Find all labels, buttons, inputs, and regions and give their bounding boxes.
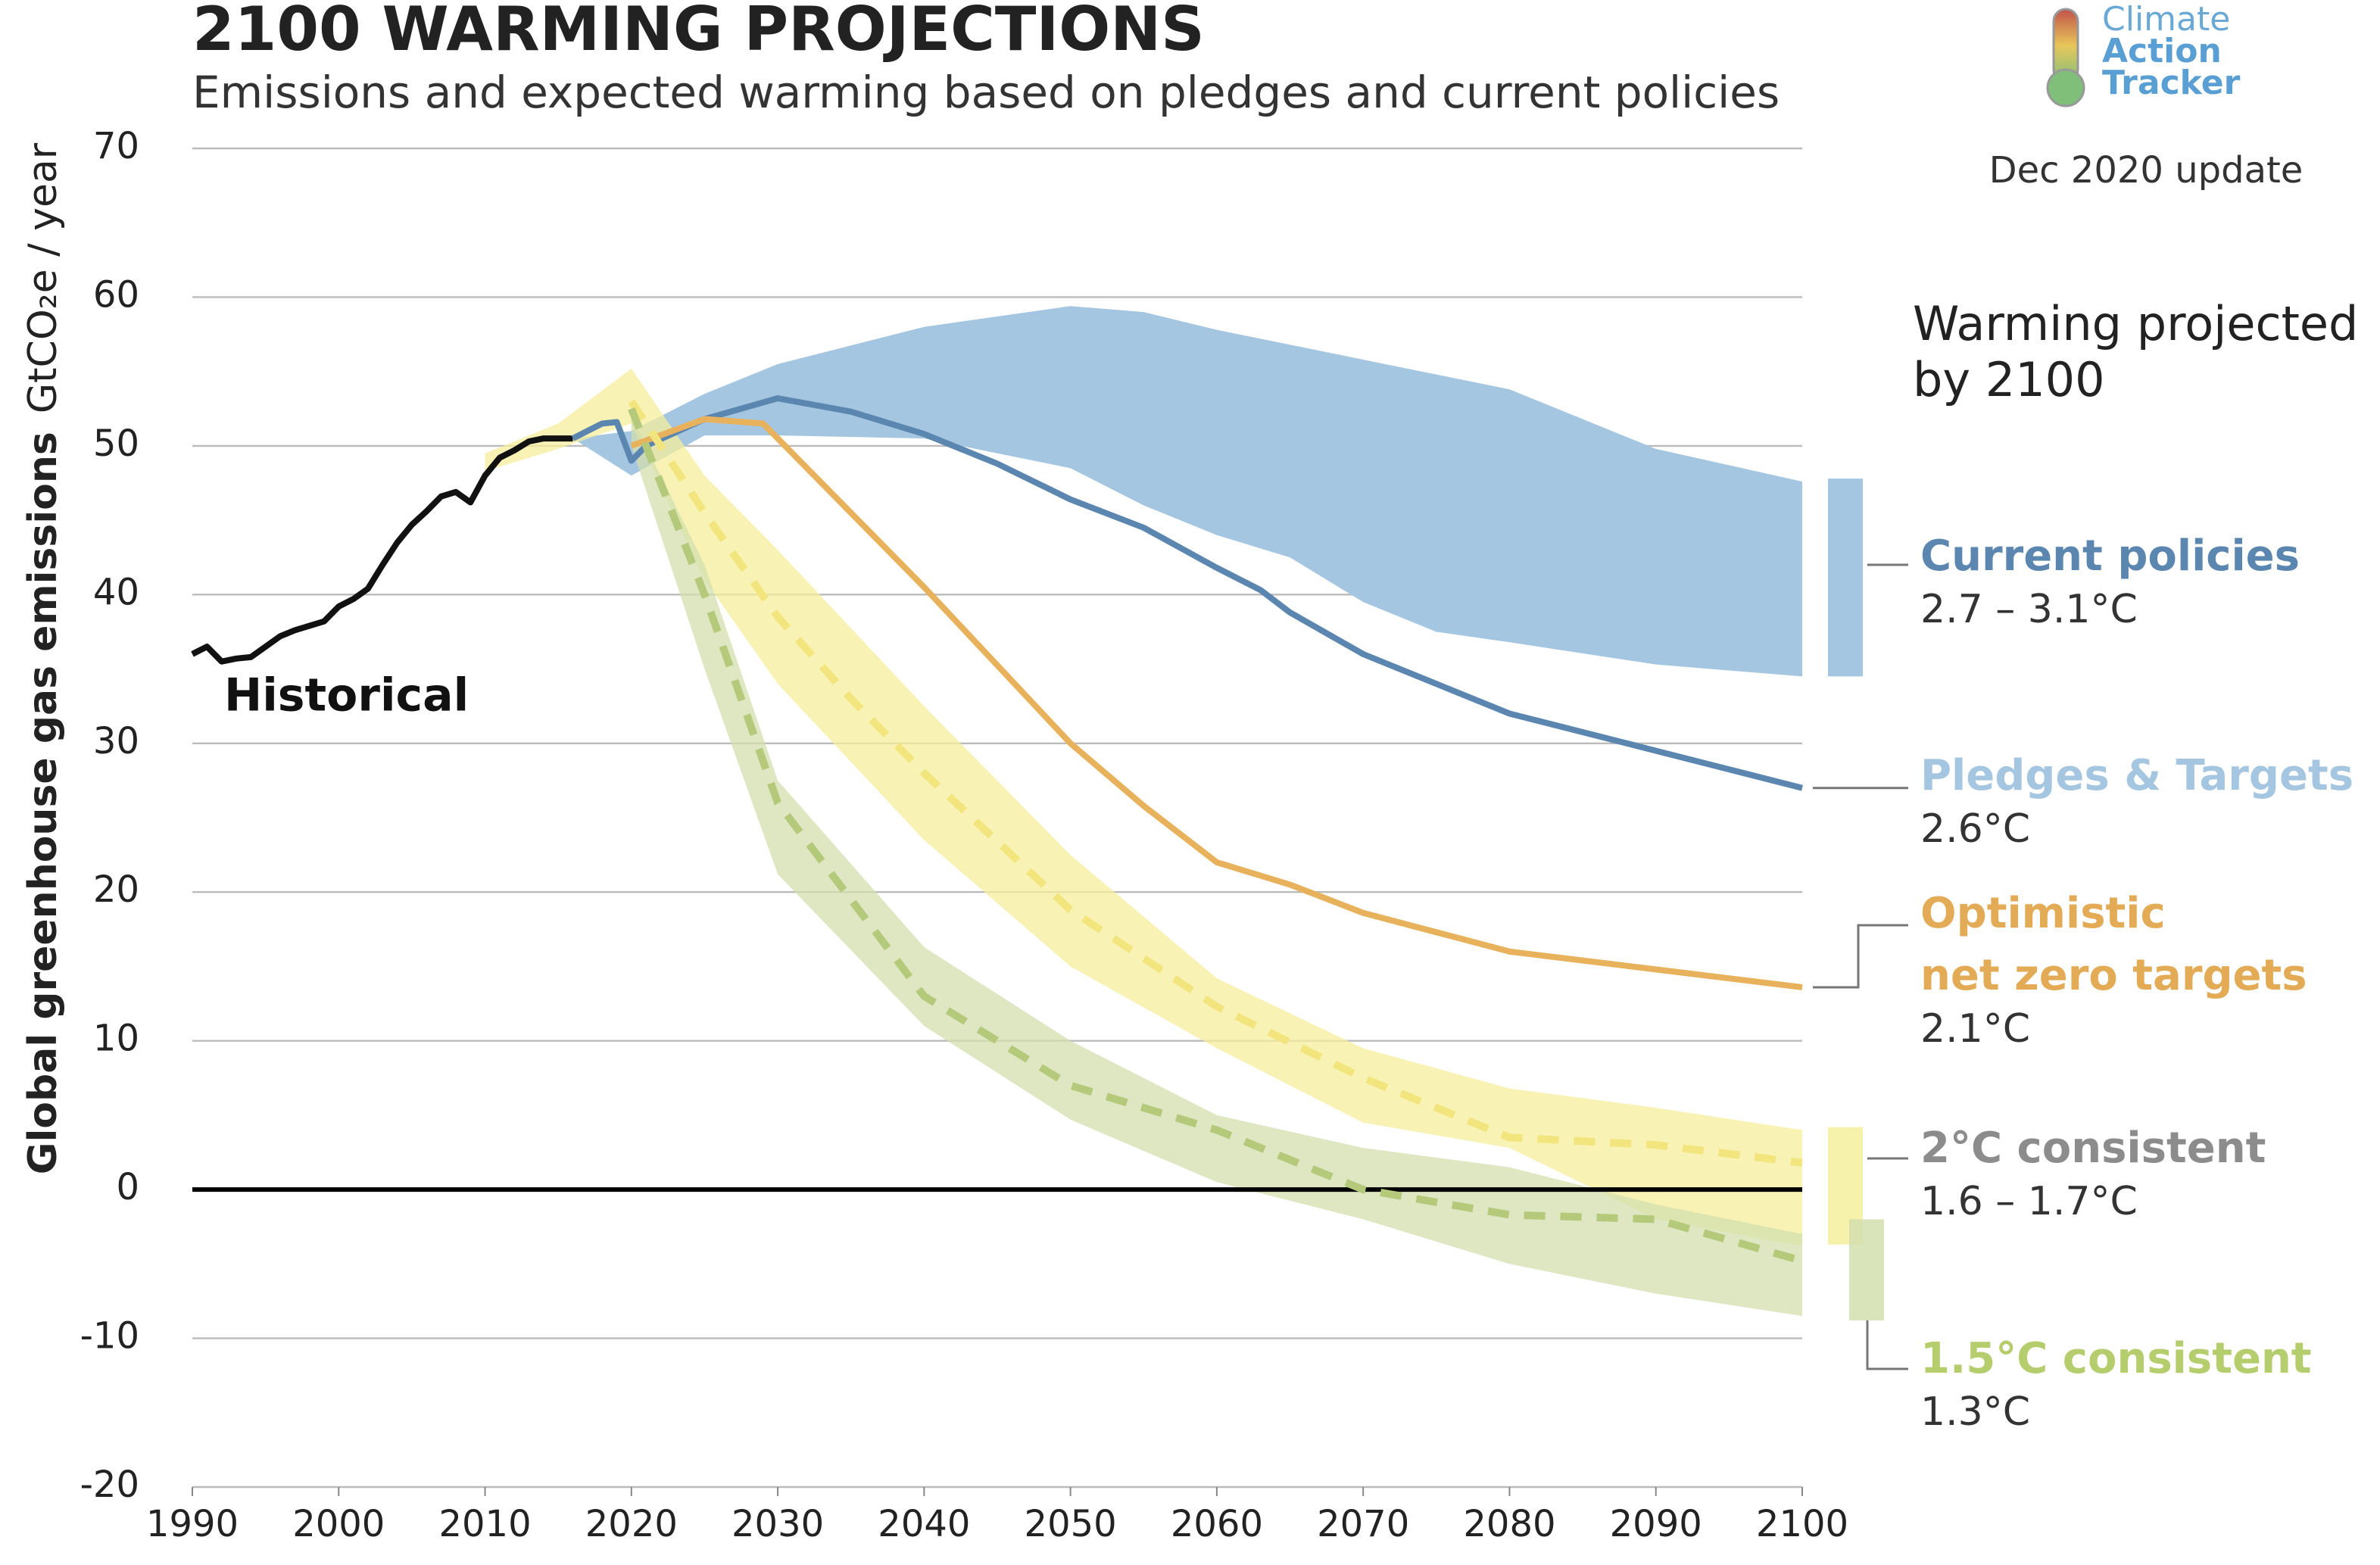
line (630, 416, 1803, 990)
chart-subtitle: Emissions and expected warming based on … (192, 67, 1780, 118)
y-axis-unit: GtCO₂e / year (20, 142, 66, 413)
x-tick-label: 2100 (1756, 1503, 1848, 1545)
y-tick-label: 30 (93, 720, 139, 762)
x-tick-label: 1990 (146, 1503, 239, 1545)
y-tick-label: 10 (93, 1018, 139, 1060)
y-tick-label: 70 (93, 125, 139, 167)
legend-label: Current policies (1920, 532, 2300, 581)
series-label: Historical (224, 669, 469, 722)
y-tick-label: 50 (93, 422, 139, 465)
y-tick-label: 0 (116, 1166, 139, 1208)
logo: Climate Action Tracker (2046, 0, 2241, 108)
y-tick-label: 20 (93, 868, 139, 911)
legend-label: 1.5°C consistent (1920, 1334, 2312, 1383)
bands (485, 306, 1803, 1317)
legend-title: Warming projected by 2100 (1913, 296, 2358, 407)
legend-warming: 1.3°C (1920, 1389, 2030, 1435)
y-tick-label: 60 (93, 273, 139, 316)
line (628, 399, 1803, 1167)
legend-label: Pledges & Targets (1920, 751, 2353, 800)
legend-label: Optimistic net zero targets (1920, 889, 2307, 1000)
band (572, 306, 1803, 677)
legend-warming: 1.6 – 1.7°C (1920, 1179, 2138, 1224)
line (191, 435, 573, 665)
x-tick-label: 2050 (1025, 1503, 1117, 1545)
line (628, 407, 1804, 1265)
legend-connector (1813, 924, 1908, 989)
x-tick-label: 2000 (292, 1503, 385, 1545)
legend-warming: 2.6°C (1920, 806, 2030, 852)
range-bar (1828, 479, 1863, 677)
y-tick-label: -20 (80, 1464, 139, 1506)
lines (191, 395, 1804, 1265)
x-tick-label: 2010 (438, 1503, 531, 1545)
x-tick-label: 2030 (731, 1503, 824, 1545)
y-axis-label: Global greenhouse gas emissions GtCO₂e / … (20, 142, 66, 1174)
y-tick-label: 40 (93, 571, 139, 613)
line (571, 395, 1803, 791)
y-axis-title: Global greenhouse gas emissions (20, 432, 66, 1174)
x-tick-label: 2060 (1171, 1503, 1263, 1545)
legend-label: 2°C consistent (1920, 1124, 2266, 1173)
legend-warming: 2.7 – 3.1°C (1920, 587, 2138, 632)
band (485, 368, 1803, 1246)
x-tick-label: 2080 (1463, 1503, 1555, 1545)
x-tick-label: 2020 (585, 1503, 678, 1545)
x-tick-label: 2070 (1317, 1503, 1409, 1545)
legend-warming: 2.1°C (1920, 1006, 2030, 1052)
range-bar (1849, 1219, 1884, 1320)
logo-text: Climate Action Tracker (2102, 0, 2241, 102)
y-tick-label: -10 (80, 1315, 139, 1358)
x-tick-label: 2040 (878, 1503, 970, 1545)
x-tick-label: 2090 (1610, 1503, 1702, 1545)
chart-title: 2100 WARMING PROJECTIONS (192, 0, 1205, 64)
update-note: Dec 2020 update (1989, 149, 2304, 192)
logo-bulb (2046, 68, 2085, 108)
legend-connector (1866, 1320, 1908, 1370)
